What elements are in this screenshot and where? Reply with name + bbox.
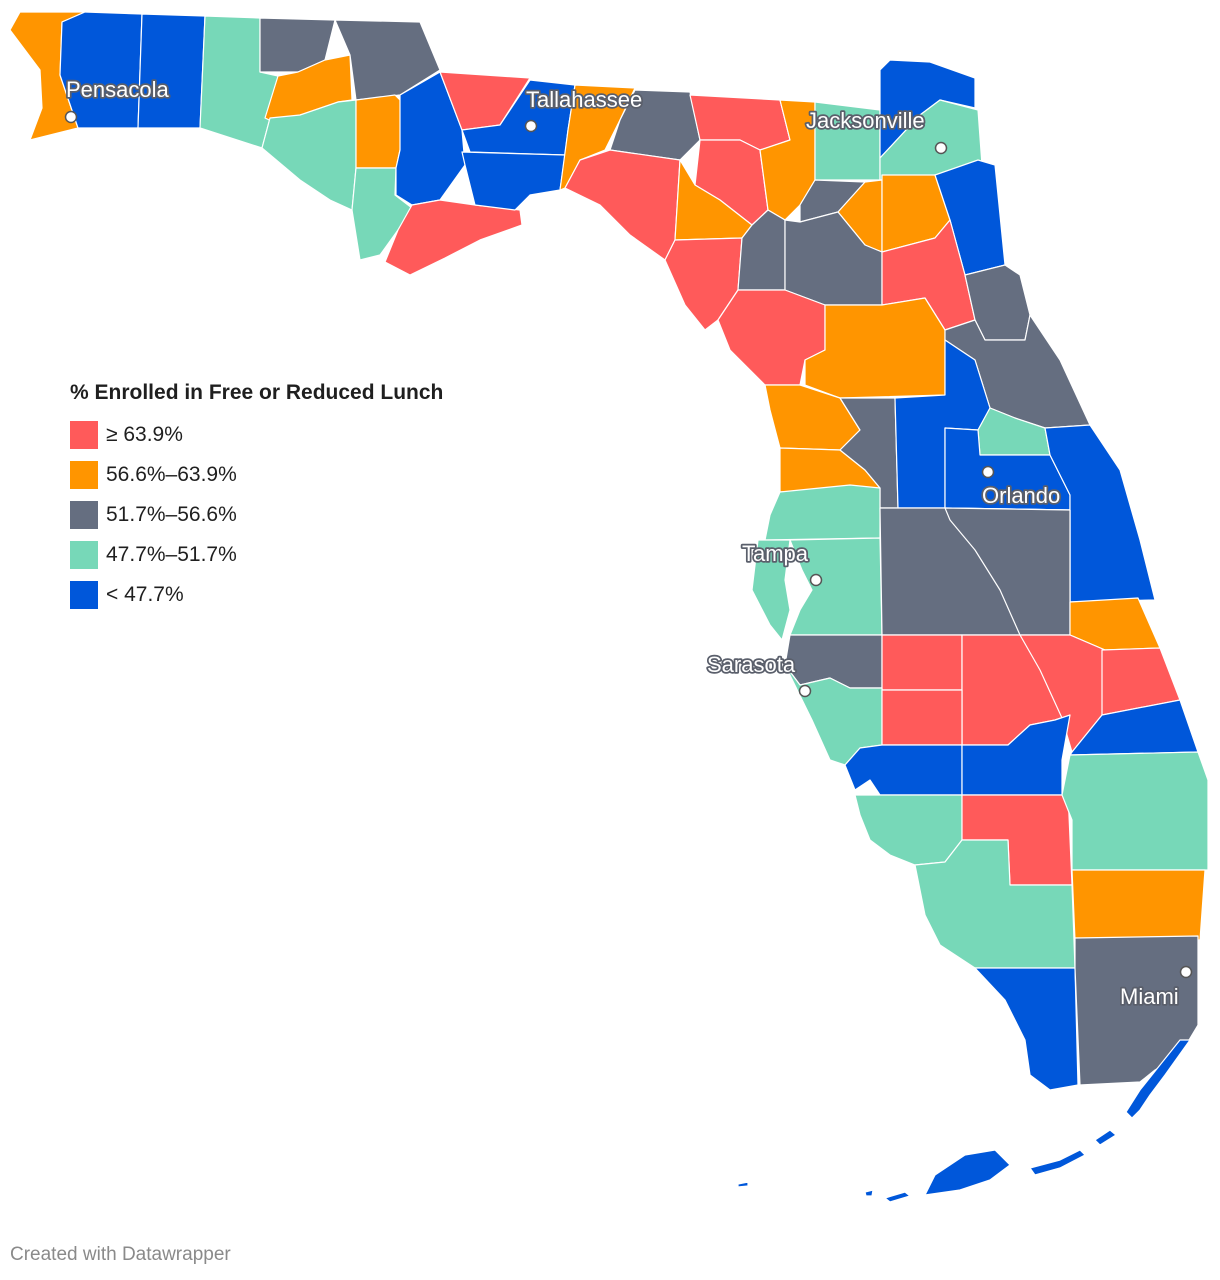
datawrapper-credit-link[interactable]: Created with Datawrapper [10, 1244, 231, 1265]
legend: % Enrolled in Free or Reduced Lunch ≥ 63… [70, 381, 443, 615]
city-dot-miami [1179, 965, 1193, 979]
city-dot-jacksonville [934, 141, 948, 155]
county-hardee [881, 634, 963, 691]
legend-item: < 47.7% [70, 575, 443, 615]
legend-item: ≥ 63.9% [70, 415, 443, 455]
county-charlotte [844, 744, 963, 796]
city-label-miami: Miami [1120, 984, 1179, 1009]
legend-item: 51.7%–56.6% [70, 495, 443, 535]
city-label-jacksonville: Jacksonville [806, 108, 925, 133]
county-pinellas [751, 539, 791, 641]
county-franklin [384, 199, 523, 276]
city-label-sarasota: Sarasota [707, 652, 796, 677]
legend-item: 56.6%–63.9% [70, 455, 443, 495]
city-dot-sarasota [798, 684, 812, 698]
county-osceola [944, 507, 1071, 636]
legend-title: % Enrolled in Free or Reduced Lunch [70, 381, 444, 404]
county-okaloosa [137, 13, 206, 129]
legend-label: < 47.7% [106, 583, 184, 606]
county-lee [854, 794, 963, 866]
legend-rows: ≥ 63.9% 56.6%–63.9% 51.7%–56.6% 47.7%–51… [70, 415, 443, 615]
city-label-pensacola: Pensacola [66, 77, 170, 102]
county-monroe-keys-islet-1 [884, 1191, 911, 1203]
county-marion [804, 297, 946, 399]
legend-label: 56.6%–63.9% [106, 463, 237, 486]
county-wakulla [461, 151, 566, 211]
city-dot-tampa [809, 573, 823, 587]
city-label-tallahassee: Tallahassee [526, 87, 642, 112]
county-desoto [881, 689, 963, 746]
legend-swatch [70, 461, 98, 489]
legend-label: 51.7%–56.6% [106, 503, 237, 526]
legend-swatch [70, 541, 98, 569]
city-label-tampa: Tampa [742, 541, 809, 566]
city-label-orlando: Orlando [982, 483, 1060, 508]
legend-label: 47.7%–51.7% [106, 543, 237, 566]
county-palm-beach [1061, 751, 1209, 871]
county-monroe-keys-west [924, 1149, 1011, 1196]
county-monroe-keys [1125, 1039, 1191, 1119]
county-monroe-keys-islet-3 [737, 1181, 749, 1188]
county-monroe-keys-islet-2 [864, 1189, 874, 1197]
county-monroe-mainland [974, 967, 1079, 1091]
legend-swatch [70, 581, 98, 609]
legend-swatch [70, 501, 98, 529]
county-pasco [764, 484, 881, 541]
legend-item: 47.7%–51.7% [70, 535, 443, 575]
county-collier [914, 839, 1076, 969]
county-miami-dade [1074, 935, 1199, 1086]
city-dot-orlando [981, 465, 995, 479]
county-santa-rosa [59, 11, 143, 129]
city-dot-tallahassee [524, 119, 538, 133]
county-broward [1071, 869, 1206, 941]
county-brevard [1044, 424, 1156, 603]
city-dot-pensacola [64, 110, 78, 124]
county-taylor [564, 149, 681, 261]
county-monroe-keys-chain-2 [1094, 1129, 1117, 1146]
legend-label: ≥ 63.9% [106, 423, 183, 446]
county-monroe-keys-chain [1029, 1149, 1086, 1176]
legend-swatch [70, 421, 98, 449]
